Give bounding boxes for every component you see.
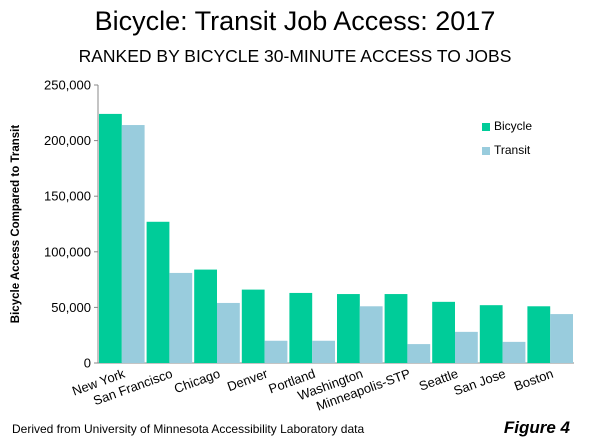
bar-bicycle <box>146 221 170 363</box>
legend-item-bicycle: Bicycle <box>482 119 532 133</box>
x-tick-label: Boston <box>512 366 555 394</box>
x-tick-label: Denver <box>225 365 270 394</box>
bar-transit <box>407 344 431 363</box>
legend: Bicycle Transit <box>482 112 545 166</box>
bar-transit <box>359 306 383 363</box>
bar-bicycle <box>241 289 265 363</box>
bar-bicycle <box>99 113 122 363</box>
bar-transit <box>550 314 573 363</box>
chart-subtitle: RANKED BY BICYCLE 30-MINUTE ACCESS TO JO… <box>78 46 512 66</box>
legend-swatch-bicycle <box>482 122 490 131</box>
bar-bicycle <box>527 306 551 363</box>
bar-transit <box>217 302 240 363</box>
source-note: Derived from University of Minnesota Acc… <box>12 422 365 436</box>
bar-transit <box>121 125 145 363</box>
legend-label-bicycle: Bicycle <box>494 119 533 133</box>
bar-transit <box>169 272 193 363</box>
bar-bicycle <box>384 294 408 363</box>
y-tick-label: 100,000 <box>44 244 91 259</box>
y-tick-label: 150,000 <box>44 189 91 204</box>
y-tick-label: 50,000 <box>51 300 91 315</box>
bar-bicycle <box>479 305 503 363</box>
bar-bicycle <box>337 294 360 363</box>
chart-title: Bicycle: Transit Job Access: 2017 <box>94 6 496 36</box>
y-tick-label: 250,000 <box>44 78 91 93</box>
legend-label-transit: Transit <box>494 143 531 157</box>
bar-transit <box>455 331 478 363</box>
figure-label: Figure 4 <box>503 418 570 437</box>
bar-transit <box>312 340 335 363</box>
bar-bicycle <box>289 292 313 363</box>
x-tick-label: Chicago <box>172 366 222 396</box>
legend-swatch-transit <box>482 146 490 155</box>
y-tick-label: 0 <box>84 356 91 371</box>
bar-transit <box>264 340 288 363</box>
legend-item-transit: Transit <box>482 143 530 157</box>
y-tick-label: 200,000 <box>44 133 91 148</box>
bar-bicycle <box>432 301 455 363</box>
bar-bicycle <box>194 269 217 363</box>
x-tick-label: San Jose <box>452 366 508 399</box>
bar-transit <box>502 341 526 363</box>
